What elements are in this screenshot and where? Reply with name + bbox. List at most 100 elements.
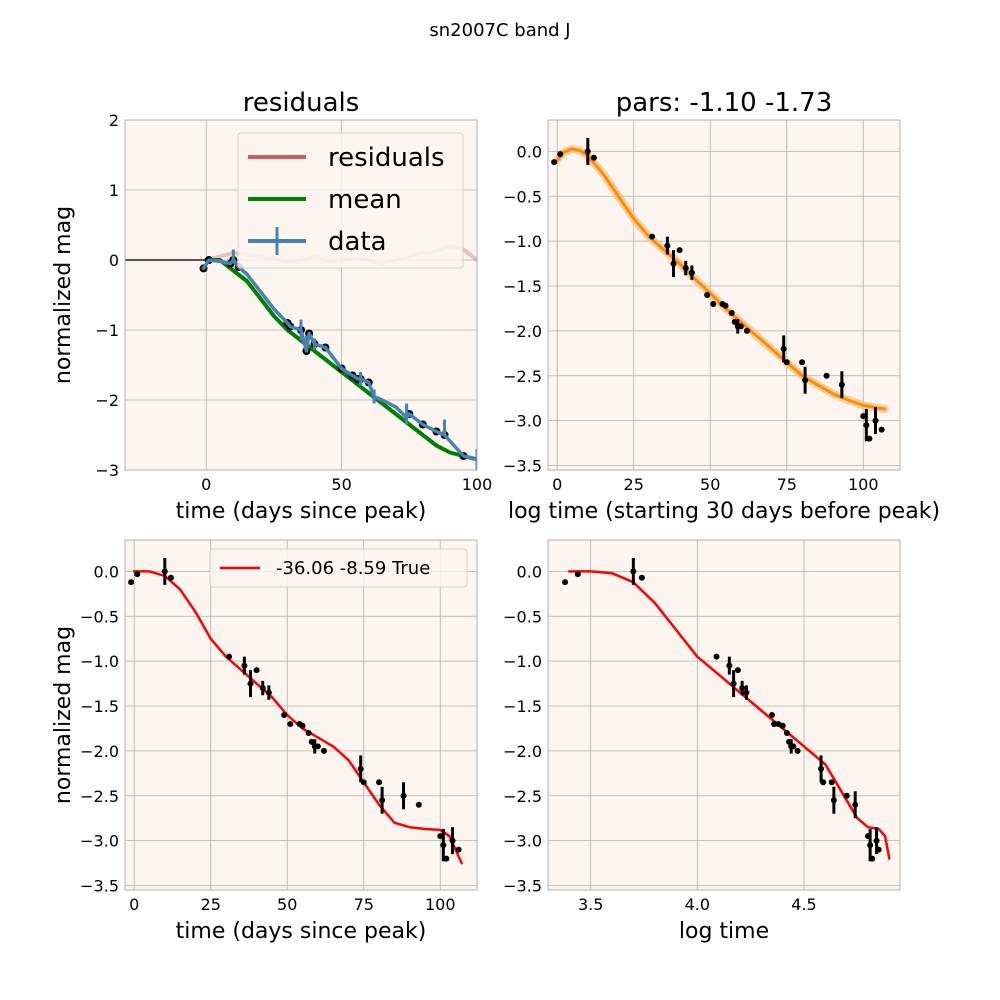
data-point bbox=[287, 720, 294, 727]
data-point bbox=[265, 689, 272, 696]
data-point bbox=[743, 689, 750, 696]
y-tick-label: −2.0 bbox=[503, 742, 542, 761]
data-point bbox=[134, 571, 141, 578]
data-point bbox=[790, 743, 797, 750]
y-tick-label: −0.5 bbox=[80, 607, 119, 626]
data-point bbox=[557, 151, 564, 158]
data-point bbox=[360, 779, 367, 786]
y-tick-label: −3.5 bbox=[503, 457, 542, 476]
data-point bbox=[820, 779, 827, 786]
data-point bbox=[779, 722, 786, 729]
legend-box bbox=[237, 132, 464, 269]
panel-residuals-legend: residuals mean data bbox=[237, 132, 464, 269]
y-tick-label: −2.0 bbox=[80, 742, 119, 761]
x-tick-label: 25 bbox=[624, 475, 644, 494]
data-point bbox=[739, 685, 746, 692]
data-point bbox=[241, 662, 248, 669]
x-tick-label: 3.5 bbox=[578, 895, 603, 914]
panel-time-fit-background bbox=[125, 540, 477, 890]
x-tick-label: 0 bbox=[552, 475, 562, 494]
data-point bbox=[713, 653, 720, 660]
panel-time-fit-ylabel: normalized mag bbox=[51, 626, 76, 804]
data-point bbox=[376, 779, 383, 786]
panel-logtime-fit-frame bbox=[547, 539, 901, 891]
data-point bbox=[128, 579, 135, 586]
panel-pars-grid bbox=[548, 120, 900, 470]
data-point bbox=[308, 738, 315, 745]
data-point bbox=[299, 722, 306, 729]
y-tick-label: −2.0 bbox=[503, 322, 542, 341]
fit-line bbox=[568, 570, 891, 860]
data-point bbox=[783, 359, 790, 366]
panel-pars-xlabel: log time (starting 30 days before peak) bbox=[508, 499, 940, 524]
data-point bbox=[802, 377, 809, 384]
panel-residuals-ylabel: normalized mag bbox=[51, 206, 76, 384]
x-tick-label: 100 bbox=[848, 475, 879, 494]
data-point bbox=[838, 381, 845, 388]
data-point bbox=[794, 747, 801, 754]
data-point bbox=[860, 413, 867, 420]
data-point bbox=[869, 855, 876, 862]
data-point bbox=[737, 323, 744, 330]
data-point bbox=[281, 712, 288, 718]
y-tick-label: −3.0 bbox=[503, 412, 542, 431]
y-tick-label: −2 bbox=[95, 391, 119, 410]
data-point bbox=[670, 260, 677, 267]
data-point bbox=[305, 729, 312, 736]
data-point bbox=[828, 779, 835, 786]
data-point bbox=[437, 833, 444, 840]
panel-time-fit-xlabel: time (days since peak) bbox=[176, 919, 427, 944]
y-tick-label: −2.5 bbox=[80, 787, 119, 806]
y-tick-label: −0.5 bbox=[503, 607, 542, 626]
data-point bbox=[253, 667, 260, 674]
panel-pars-title: pars: -1.10 -1.73 bbox=[616, 88, 833, 118]
data-point bbox=[682, 265, 689, 272]
data-point bbox=[455, 846, 462, 853]
data-point bbox=[584, 148, 591, 155]
data-point bbox=[247, 680, 254, 687]
data-point bbox=[562, 579, 569, 586]
data-point bbox=[866, 435, 873, 442]
data-point bbox=[649, 233, 656, 240]
x-tick-label: 4.0 bbox=[685, 895, 710, 914]
data-point bbox=[786, 738, 793, 745]
data-point bbox=[818, 765, 825, 772]
panel-pars-ticks: 0 25 50 75 100 0.0 −0.5 −1.0 −1.5 −2.0 −2.5 −3.0 −3.… bbox=[503, 142, 878, 494]
x-tick-label: 50 bbox=[700, 475, 720, 494]
data-point bbox=[400, 792, 407, 799]
panel-residuals: 0 50 100 2 1 0 −1 −2 −3 residuals time (days sin… bbox=[51, 88, 492, 524]
panel-residuals-frame bbox=[124, 119, 478, 471]
data-point bbox=[415, 801, 422, 808]
legend-label: data bbox=[328, 227, 387, 257]
panel-residuals-title: residuals bbox=[243, 88, 360, 118]
x-tick-label: 4.5 bbox=[791, 895, 816, 914]
y-tick-label: −2.5 bbox=[503, 787, 542, 806]
y-tick-label: 0.0 bbox=[517, 562, 542, 581]
data-point bbox=[440, 842, 447, 849]
y-tick-label: −1.5 bbox=[80, 697, 119, 716]
y-tick-label: −2.5 bbox=[503, 367, 542, 386]
y-tick-label: −3.5 bbox=[80, 877, 119, 896]
y-tick-label: 0 bbox=[109, 251, 119, 270]
data-point bbox=[771, 720, 778, 727]
panel-logtime-fit-ticks: 3.5 4.0 4.5 0.0 −0.5 −1.0 −1.5 −2.0 −2.5 −3.0 −3.5 bbox=[503, 562, 817, 914]
y-tick-label: 1 bbox=[109, 181, 119, 200]
y-tick-label: 0.0 bbox=[517, 142, 542, 161]
y-tick-label: −1 bbox=[95, 321, 119, 340]
y-tick-label: 2 bbox=[109, 111, 119, 130]
data-point bbox=[852, 801, 859, 808]
y-tick-label: −1.0 bbox=[503, 232, 542, 251]
y-tick-label: −1.5 bbox=[503, 277, 542, 296]
data-point bbox=[769, 712, 775, 718]
data-point bbox=[704, 292, 711, 298]
x-tick-label: 0 bbox=[201, 475, 211, 494]
panel-residuals-xlabel: time (days since peak) bbox=[176, 499, 427, 524]
data-point bbox=[320, 747, 327, 754]
data-point bbox=[780, 345, 787, 352]
x-tick-label: 50 bbox=[277, 895, 297, 914]
y-tick-label: −3 bbox=[95, 461, 119, 480]
data-point bbox=[379, 797, 386, 804]
data-point bbox=[259, 685, 266, 692]
data-point bbox=[161, 568, 168, 575]
